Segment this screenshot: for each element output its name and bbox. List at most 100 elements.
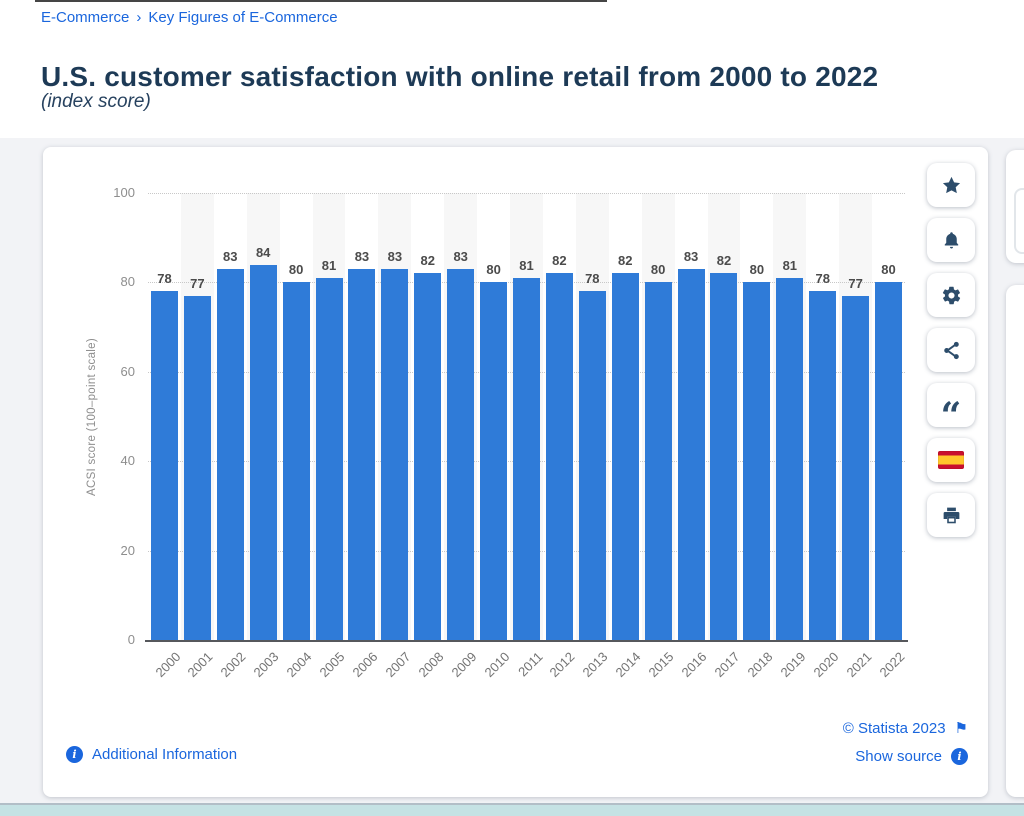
bar-value-label: 81 bbox=[519, 257, 534, 273]
cite-button[interactable]: “ bbox=[927, 383, 975, 434]
gridline bbox=[148, 193, 905, 194]
x-tick-label: 2005 bbox=[316, 649, 348, 681]
right-edge-panel-button-partial[interactable] bbox=[1014, 188, 1024, 254]
y-tick-label: 100 bbox=[113, 185, 135, 200]
x-tick-label: 2010 bbox=[481, 649, 513, 681]
bar-2011[interactable] bbox=[513, 277, 540, 640]
alerts-button[interactable] bbox=[927, 218, 975, 262]
x-tick-label: 2015 bbox=[645, 649, 677, 681]
bar-2018[interactable] bbox=[743, 282, 771, 640]
bar-2022[interactable] bbox=[875, 282, 903, 640]
bar-value-label: 83 bbox=[453, 249, 468, 264]
language-button[interactable] bbox=[927, 438, 975, 482]
star-icon bbox=[942, 176, 960, 193]
bar-2020[interactable] bbox=[809, 291, 837, 640]
x-tick-label: 2016 bbox=[678, 649, 710, 681]
bar-2017[interactable] bbox=[710, 273, 738, 640]
bar-2019[interactable] bbox=[776, 277, 804, 640]
bar-2007[interactable] bbox=[381, 269, 409, 640]
x-tick-label: 2014 bbox=[612, 649, 644, 681]
bar-value-label: 83 bbox=[354, 249, 370, 264]
bar-2014[interactable] bbox=[611, 273, 639, 640]
y-tick-label: 20 bbox=[120, 542, 135, 558]
bar-value-label: 80 bbox=[650, 262, 666, 278]
bar-value-label: 78 bbox=[585, 271, 600, 287]
x-tick-label: 2012 bbox=[546, 649, 579, 681]
settings-button[interactable] bbox=[927, 273, 975, 317]
x-tick-label: 2006 bbox=[349, 649, 381, 681]
share-button[interactable] bbox=[927, 328, 975, 372]
x-tick-label: 2018 bbox=[744, 649, 776, 681]
bar-2001[interactable] bbox=[183, 295, 211, 640]
bar-2015[interactable] bbox=[644, 282, 672, 640]
bar-2021[interactable] bbox=[842, 295, 870, 640]
bar-value-label: 80 bbox=[749, 262, 765, 278]
y-tick-label: 40 bbox=[120, 453, 135, 469]
bar-value-label: 84 bbox=[255, 244, 271, 260]
bar-2002[interactable] bbox=[216, 269, 244, 640]
bell-icon bbox=[944, 231, 958, 248]
additional-information-link[interactable]: i Additional Information bbox=[66, 746, 237, 763]
bar-2008[interactable] bbox=[414, 273, 442, 640]
bar-2000[interactable] bbox=[150, 291, 178, 640]
breadcrumb-link-key-figures[interactable]: Key Figures of E-Commerce bbox=[148, 9, 338, 26]
show-source-link[interactable]: Show source i bbox=[855, 748, 968, 765]
info-icon: i bbox=[951, 748, 968, 765]
x-tick-label: 2017 bbox=[711, 649, 743, 681]
bar-2006[interactable] bbox=[348, 269, 376, 640]
bar-2012[interactable] bbox=[545, 273, 573, 640]
statistic-card: ACSI score (100–point scale) 78 77 83 84 80 8… bbox=[43, 147, 988, 797]
right-edge-panel-top bbox=[1006, 150, 1024, 263]
source-area: © Statista 2023 ⚑ Show source i bbox=[843, 720, 968, 765]
gear-icon bbox=[942, 286, 960, 304]
favorite-button[interactable] bbox=[927, 163, 975, 207]
bar-value-label: 80 bbox=[486, 262, 501, 278]
show-source-label: Show source bbox=[855, 748, 942, 765]
page-subtitle: (index score) bbox=[41, 91, 151, 112]
x-tick-label: 2003 bbox=[250, 649, 282, 681]
x-tick-label: 2009 bbox=[448, 649, 480, 681]
bar-value-label: 81 bbox=[782, 257, 798, 273]
bar-value-label: 82 bbox=[618, 253, 633, 269]
bar-value-label: 80 bbox=[288, 262, 304, 278]
bar-2005[interactable] bbox=[315, 277, 343, 640]
x-tick-label: 2002 bbox=[217, 649, 249, 681]
bar-value-label: 82 bbox=[420, 253, 435, 269]
bar-value-label: 78 bbox=[815, 271, 830, 287]
bar-value-label: 80 bbox=[881, 262, 896, 278]
bottom-divider-line bbox=[0, 803, 1024, 805]
print-button[interactable] bbox=[927, 493, 975, 537]
bar-2009[interactable] bbox=[447, 269, 475, 640]
x-tick-label: 2001 bbox=[184, 649, 216, 681]
additional-information-label: Additional Information bbox=[92, 746, 238, 763]
bar-2010[interactable] bbox=[480, 282, 508, 640]
x-tick-label: 2004 bbox=[283, 649, 315, 681]
bar-chart: ACSI score (100–point scale) 78 77 83 84 80 8… bbox=[43, 147, 988, 797]
bar-value-label: 82 bbox=[552, 253, 567, 269]
bar-value-label: 83 bbox=[683, 249, 699, 264]
breadcrumb-link-ecommerce[interactable]: E-Commerce bbox=[41, 9, 130, 26]
info-icon: i bbox=[66, 746, 83, 763]
bar-value-label: 81 bbox=[321, 257, 337, 273]
page-title: U.S. customer satisfaction with online r… bbox=[41, 60, 879, 92]
right-edge-panel-bottom bbox=[1006, 285, 1024, 797]
share-icon bbox=[943, 341, 959, 359]
breadcrumb-separator: › bbox=[136, 9, 142, 26]
y-tick-label: 0 bbox=[127, 632, 135, 647]
x-tick-label: 2007 bbox=[382, 649, 414, 681]
bar-value-label: 78 bbox=[157, 271, 172, 287]
x-tick-label: 2000 bbox=[152, 649, 184, 681]
bar-value-label: 77 bbox=[848, 275, 863, 291]
bar-2004[interactable] bbox=[282, 282, 310, 640]
y-axis-title: ACSI score (100–point scale) bbox=[86, 338, 98, 496]
copyright-label: © Statista 2023 bbox=[842, 720, 946, 737]
bar-2013[interactable] bbox=[578, 291, 606, 640]
bar-2003[interactable] bbox=[249, 264, 277, 640]
y-tick-label: 80 bbox=[120, 274, 135, 290]
report-flag-icon[interactable]: ⚑ bbox=[954, 720, 968, 737]
bar-value-label: 83 bbox=[223, 249, 238, 264]
bar-value-label: 82 bbox=[716, 253, 732, 269]
breadcrumb: E-Commerce › Key Figures of E-Commerce bbox=[41, 9, 338, 26]
chart-toolbar: “ bbox=[927, 163, 975, 537]
bar-2016[interactable] bbox=[677, 269, 705, 640]
